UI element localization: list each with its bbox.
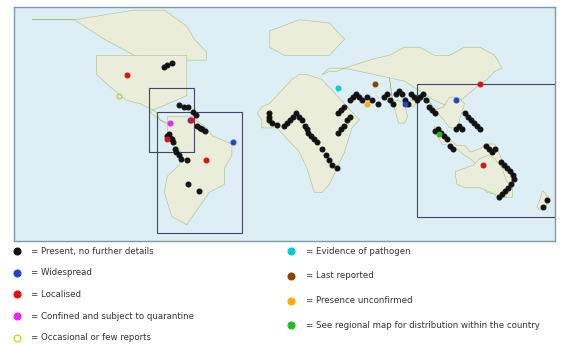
- Text: = Last reported: = Last reported: [306, 271, 374, 280]
- Text: = Confined and subject to quarantine: = Confined and subject to quarantine: [31, 312, 194, 321]
- Text: = Present, no further details: = Present, no further details: [31, 247, 154, 256]
- Text: = Presence unconfirmed: = Presence unconfirmed: [306, 296, 412, 305]
- Text: = Evidence of pathogen: = Evidence of pathogen: [306, 247, 410, 256]
- Text: = Occasional or few reports: = Occasional or few reports: [31, 333, 151, 342]
- Text: = See regional map for distribution within the country: = See regional map for distribution with…: [306, 321, 539, 330]
- Text: = Localised: = Localised: [31, 290, 81, 299]
- Bar: [149, 87, 194, 152]
- Bar: [157, 112, 242, 233]
- Text: = Widespread: = Widespread: [31, 268, 92, 277]
- Bar: [417, 84, 555, 217]
